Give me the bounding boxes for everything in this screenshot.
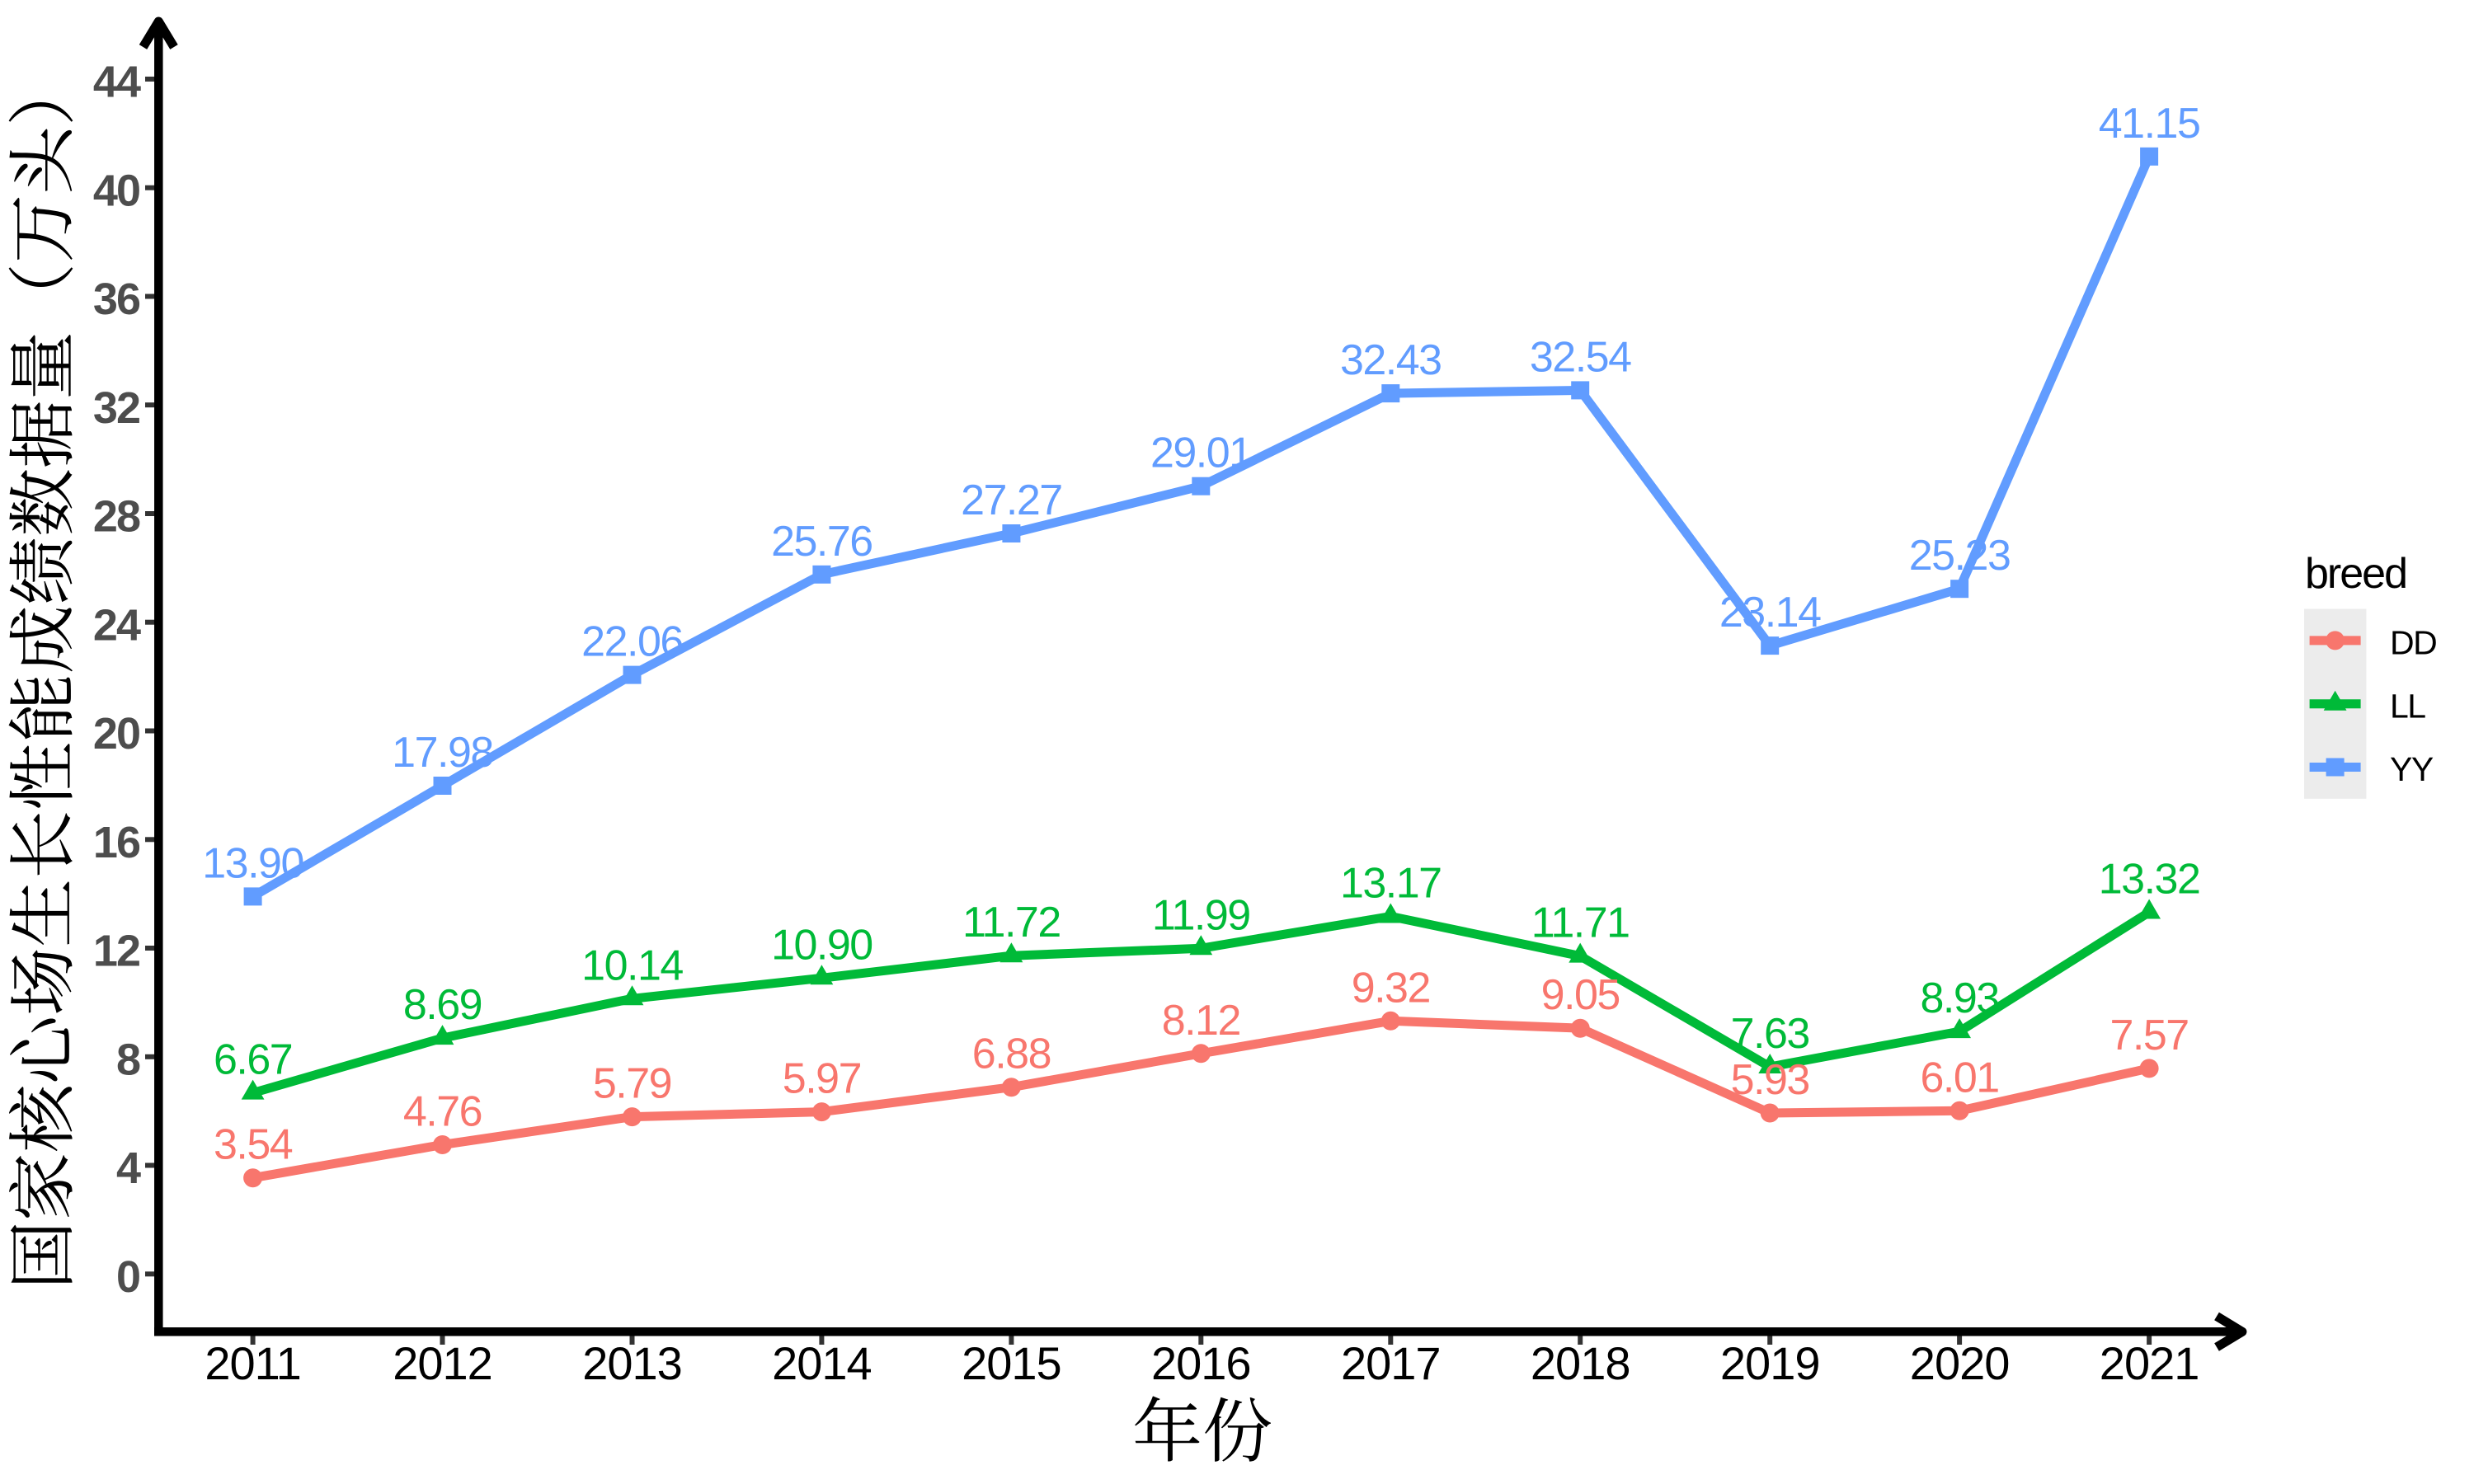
svg-text:32: 32 [93, 383, 139, 433]
svg-text:13.17: 13.17 [1340, 860, 1442, 908]
svg-text:12: 12 [93, 927, 139, 976]
svg-text:2021: 2021 [2100, 1337, 2199, 1389]
svg-text:29.01: 29.01 [1150, 430, 1252, 477]
svg-text:9.32: 9.32 [1352, 964, 1430, 1012]
svg-text:6.67: 6.67 [214, 1036, 292, 1084]
svg-text:23.14: 23.14 [1719, 589, 1821, 636]
svg-text:25.23: 25.23 [1909, 532, 2011, 580]
svg-text:36: 36 [93, 275, 140, 324]
svg-text:7.63: 7.63 [1731, 1010, 1809, 1058]
svg-text:28: 28 [93, 492, 140, 542]
svg-text:11.71: 11.71 [1531, 899, 1630, 947]
svg-text:6.01: 6.01 [1920, 1054, 1998, 1101]
svg-text:11.72: 11.72 [962, 899, 1061, 946]
svg-text:2017: 2017 [1341, 1337, 1441, 1389]
svg-text:5.79: 5.79 [593, 1060, 671, 1108]
svg-text:8.12: 8.12 [1162, 997, 1240, 1045]
svg-text:13.90: 13.90 [202, 839, 303, 887]
svg-text:4.76: 4.76 [403, 1088, 482, 1136]
svg-text:2011: 2011 [205, 1337, 300, 1389]
svg-text:5.97: 5.97 [783, 1055, 861, 1103]
svg-text:4: 4 [116, 1144, 141, 1193]
svg-text:32.54: 32.54 [1530, 333, 1631, 381]
svg-text:YY: YY [2390, 750, 2434, 788]
svg-text:17.98: 17.98 [392, 729, 493, 777]
svg-text:8.93: 8.93 [1920, 974, 1998, 1022]
svg-text:0: 0 [116, 1252, 139, 1302]
svg-text:22.06: 22.06 [581, 618, 683, 666]
svg-text:2015: 2015 [962, 1337, 1061, 1389]
svg-text:8.69: 8.69 [403, 981, 482, 1029]
svg-text:2016: 2016 [1151, 1337, 1251, 1389]
svg-text:32.43: 32.43 [1340, 336, 1442, 384]
svg-text:9.05: 9.05 [1541, 971, 1620, 1019]
svg-text:44: 44 [93, 58, 141, 107]
svg-text:25.76: 25.76 [771, 518, 872, 566]
svg-text:16: 16 [93, 818, 140, 867]
svg-text:DD: DD [2390, 624, 2436, 662]
svg-text:41.15: 41.15 [2099, 100, 2200, 148]
svg-text:10.14: 10.14 [581, 942, 683, 989]
svg-text:2014: 2014 [772, 1337, 872, 1389]
svg-text:5.93: 5.93 [1731, 1056, 1809, 1104]
svg-text:27.27: 27.27 [961, 477, 1062, 524]
svg-text:8: 8 [116, 1035, 140, 1084]
svg-text:10.90: 10.90 [771, 921, 872, 969]
svg-text:breed: breed [2305, 550, 2406, 598]
svg-text:13.32: 13.32 [2099, 856, 2200, 904]
svg-text:11.99: 11.99 [1152, 891, 1250, 939]
svg-text:2013: 2013 [582, 1337, 682, 1389]
svg-text:2020: 2020 [1910, 1337, 2010, 1389]
svg-text:LL: LL [2390, 687, 2425, 725]
svg-text:40: 40 [93, 166, 139, 215]
svg-text:2019: 2019 [1720, 1337, 1820, 1389]
svg-text:2018: 2018 [1531, 1337, 1630, 1389]
svg-text:2012: 2012 [393, 1337, 492, 1389]
svg-text:20: 20 [93, 709, 139, 758]
svg-text:24: 24 [93, 600, 141, 650]
svg-text:3.54: 3.54 [214, 1121, 293, 1169]
svg-text:7.57: 7.57 [2109, 1012, 2188, 1059]
svg-text:6.88: 6.88 [972, 1031, 1051, 1078]
